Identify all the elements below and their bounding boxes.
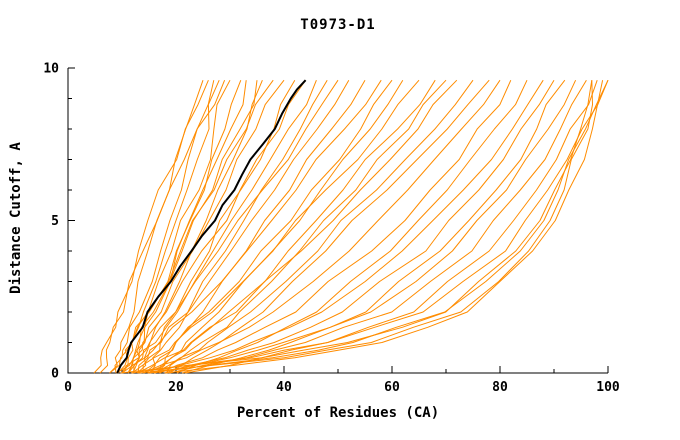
model-curve — [159, 79, 512, 374]
highlighted-model-curve — [116, 79, 307, 374]
model-curve — [144, 79, 393, 374]
model-curve — [99, 80, 226, 374]
model-curve — [154, 79, 474, 374]
model-curve — [133, 80, 317, 374]
model-curve — [120, 80, 593, 374]
model-curve — [148, 79, 544, 374]
model-curve — [142, 79, 296, 373]
x-tick-label: 80 — [492, 380, 508, 395]
x-tick-label: 20 — [168, 380, 184, 395]
model-curve — [127, 79, 231, 374]
model-curve — [127, 79, 285, 374]
model-curve — [169, 79, 587, 374]
x-axis-label: Percent of Residues (CA) — [236, 405, 440, 421]
x-tick-label: 0 — [64, 380, 72, 395]
model-curve — [139, 80, 593, 374]
model-curve — [109, 79, 274, 374]
model-curve — [149, 79, 609, 374]
model-curve — [131, 79, 420, 374]
model-curve — [176, 79, 528, 374]
x-tick-label: 60 — [384, 380, 400, 395]
axis-border — [67, 68, 608, 374]
y-tick-label: 10 — [43, 62, 59, 77]
chart-title: T0973-D1 — [300, 17, 376, 33]
y-axis-label: Distance Cutoff, A — [8, 142, 24, 294]
model-curve — [136, 80, 263, 374]
model-curve — [116, 79, 307, 374]
model-curve — [166, 79, 447, 374]
model-curve — [93, 80, 209, 374]
model-curve — [169, 79, 490, 374]
model-curve — [185, 80, 598, 374]
model-curve — [182, 79, 566, 374]
model-curve — [143, 79, 501, 374]
y-tick-label: 5 — [51, 214, 59, 229]
model-curve — [164, 79, 555, 374]
model-curve — [165, 80, 604, 374]
model-curve — [121, 79, 339, 374]
model-curve — [149, 79, 328, 374]
x-tick-label: 100 — [596, 380, 620, 395]
y-tick-label: 0 — [51, 367, 59, 382]
model-curve — [137, 79, 458, 374]
model-curve — [153, 79, 577, 374]
model-curve — [137, 79, 350, 374]
model-curve — [127, 79, 382, 374]
model-curve — [122, 79, 220, 374]
x-tick-label: 40 — [276, 380, 292, 395]
